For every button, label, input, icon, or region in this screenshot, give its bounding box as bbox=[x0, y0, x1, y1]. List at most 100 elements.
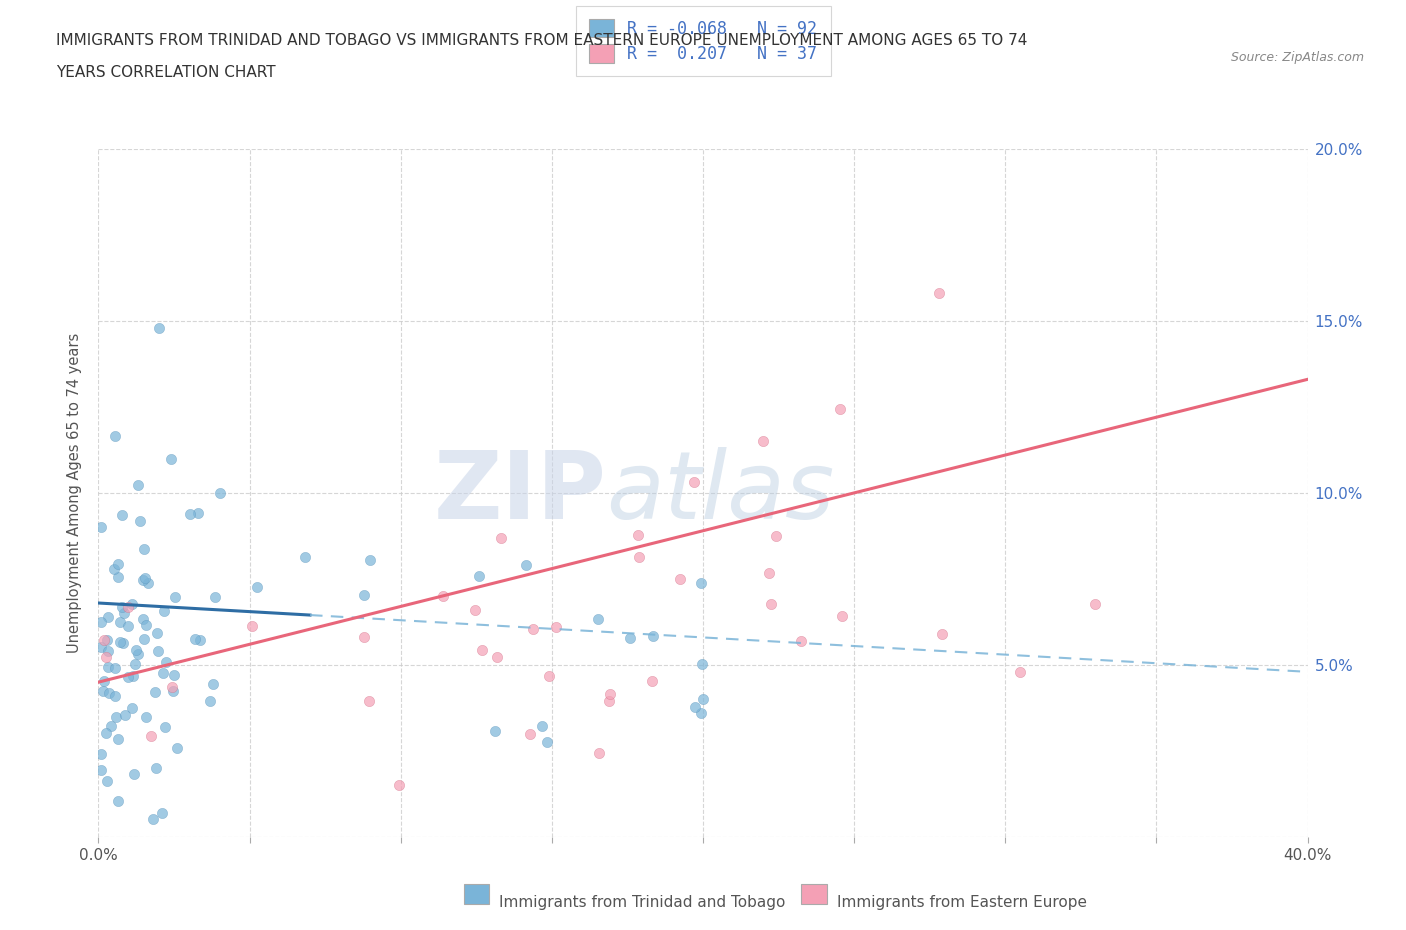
Point bbox=[759, 597, 782, 612]
Point bbox=[471, 643, 494, 658]
Point bbox=[928, 286, 950, 300]
Point bbox=[90, 520, 112, 535]
Point bbox=[187, 506, 209, 521]
Point bbox=[97, 644, 120, 658]
Point bbox=[135, 710, 157, 724]
Point bbox=[96, 774, 118, 789]
Point bbox=[489, 531, 512, 546]
Point bbox=[619, 631, 641, 645]
Point bbox=[388, 777, 411, 792]
Point bbox=[155, 720, 177, 735]
Point bbox=[484, 724, 506, 739]
Point bbox=[96, 725, 118, 740]
Point bbox=[145, 761, 167, 776]
Point bbox=[692, 692, 714, 707]
Point bbox=[641, 629, 664, 644]
Point bbox=[121, 700, 143, 715]
Point bbox=[104, 660, 127, 675]
Point bbox=[90, 615, 112, 630]
Text: atlas: atlas bbox=[606, 447, 835, 538]
Point bbox=[122, 766, 145, 781]
Point bbox=[104, 429, 127, 444]
Point bbox=[752, 433, 775, 449]
Text: IMMIGRANTS FROM TRINIDAD AND TOBAGO VS IMMIGRANTS FROM EASTERN EUROPE UNEMPLOYME: IMMIGRANTS FROM TRINIDAD AND TOBAGO VS I… bbox=[56, 33, 1028, 47]
Point bbox=[96, 609, 118, 624]
Point bbox=[135, 618, 157, 632]
Point bbox=[110, 634, 132, 649]
Point bbox=[93, 674, 115, 689]
Point bbox=[683, 474, 706, 489]
Point bbox=[690, 706, 713, 721]
Point bbox=[641, 673, 664, 688]
Point bbox=[162, 684, 184, 698]
Point bbox=[765, 529, 787, 544]
Point bbox=[121, 669, 143, 684]
Point bbox=[464, 603, 486, 618]
Point bbox=[112, 605, 135, 620]
Point bbox=[188, 632, 211, 647]
Point bbox=[931, 627, 953, 642]
Point bbox=[146, 625, 169, 640]
Point bbox=[134, 570, 156, 585]
Point bbox=[111, 600, 134, 615]
Point bbox=[132, 612, 155, 627]
Point bbox=[107, 732, 129, 747]
Point bbox=[485, 650, 508, 665]
Bar bbox=[464, 884, 489, 904]
Point bbox=[105, 710, 128, 724]
Point bbox=[107, 793, 129, 808]
Point bbox=[166, 741, 188, 756]
Point bbox=[107, 557, 129, 572]
Point bbox=[537, 669, 560, 684]
Point bbox=[150, 805, 173, 820]
Point bbox=[125, 643, 148, 658]
Point bbox=[828, 402, 851, 417]
Point bbox=[128, 513, 150, 528]
Point bbox=[353, 588, 375, 603]
Point bbox=[98, 686, 121, 701]
Point bbox=[90, 746, 112, 761]
Point bbox=[163, 668, 186, 683]
Point bbox=[127, 478, 149, 493]
Point bbox=[93, 633, 115, 648]
Text: ZIP: ZIP bbox=[433, 447, 606, 538]
Point bbox=[468, 568, 491, 583]
Point bbox=[100, 719, 122, 734]
Point bbox=[103, 562, 125, 577]
Point bbox=[790, 633, 813, 648]
Point bbox=[204, 590, 226, 604]
Point bbox=[359, 694, 381, 709]
Point bbox=[519, 726, 541, 741]
Point bbox=[146, 644, 169, 658]
Point bbox=[121, 596, 143, 611]
Point bbox=[91, 684, 114, 698]
Point bbox=[240, 618, 263, 633]
Point bbox=[536, 735, 558, 750]
Point bbox=[104, 689, 127, 704]
Point bbox=[148, 320, 170, 335]
Point bbox=[110, 615, 132, 630]
Point bbox=[586, 611, 609, 626]
Text: Immigrants from Trinidad and Tobago: Immigrants from Trinidad and Tobago bbox=[499, 895, 786, 910]
Point bbox=[690, 576, 713, 591]
Point bbox=[432, 589, 454, 604]
Point bbox=[683, 700, 706, 715]
Point bbox=[758, 565, 780, 580]
Point bbox=[1084, 597, 1107, 612]
Point bbox=[90, 640, 112, 655]
Point bbox=[132, 572, 155, 587]
Point bbox=[127, 646, 149, 661]
Point bbox=[669, 572, 692, 587]
Point bbox=[627, 550, 650, 565]
Point bbox=[107, 569, 129, 584]
Point bbox=[598, 693, 620, 708]
Point bbox=[198, 694, 221, 709]
Text: Immigrants from Eastern Europe: Immigrants from Eastern Europe bbox=[837, 895, 1087, 910]
Bar bbox=[801, 884, 827, 904]
Legend: R = -0.068   N = 92, R =  0.207   N = 37: R = -0.068 N = 92, R = 0.207 N = 37 bbox=[575, 6, 831, 76]
Point bbox=[530, 718, 553, 733]
Text: YEARS CORRELATION CHART: YEARS CORRELATION CHART bbox=[56, 65, 276, 80]
Point bbox=[117, 600, 139, 615]
Point bbox=[359, 553, 381, 568]
Point bbox=[1010, 664, 1032, 679]
